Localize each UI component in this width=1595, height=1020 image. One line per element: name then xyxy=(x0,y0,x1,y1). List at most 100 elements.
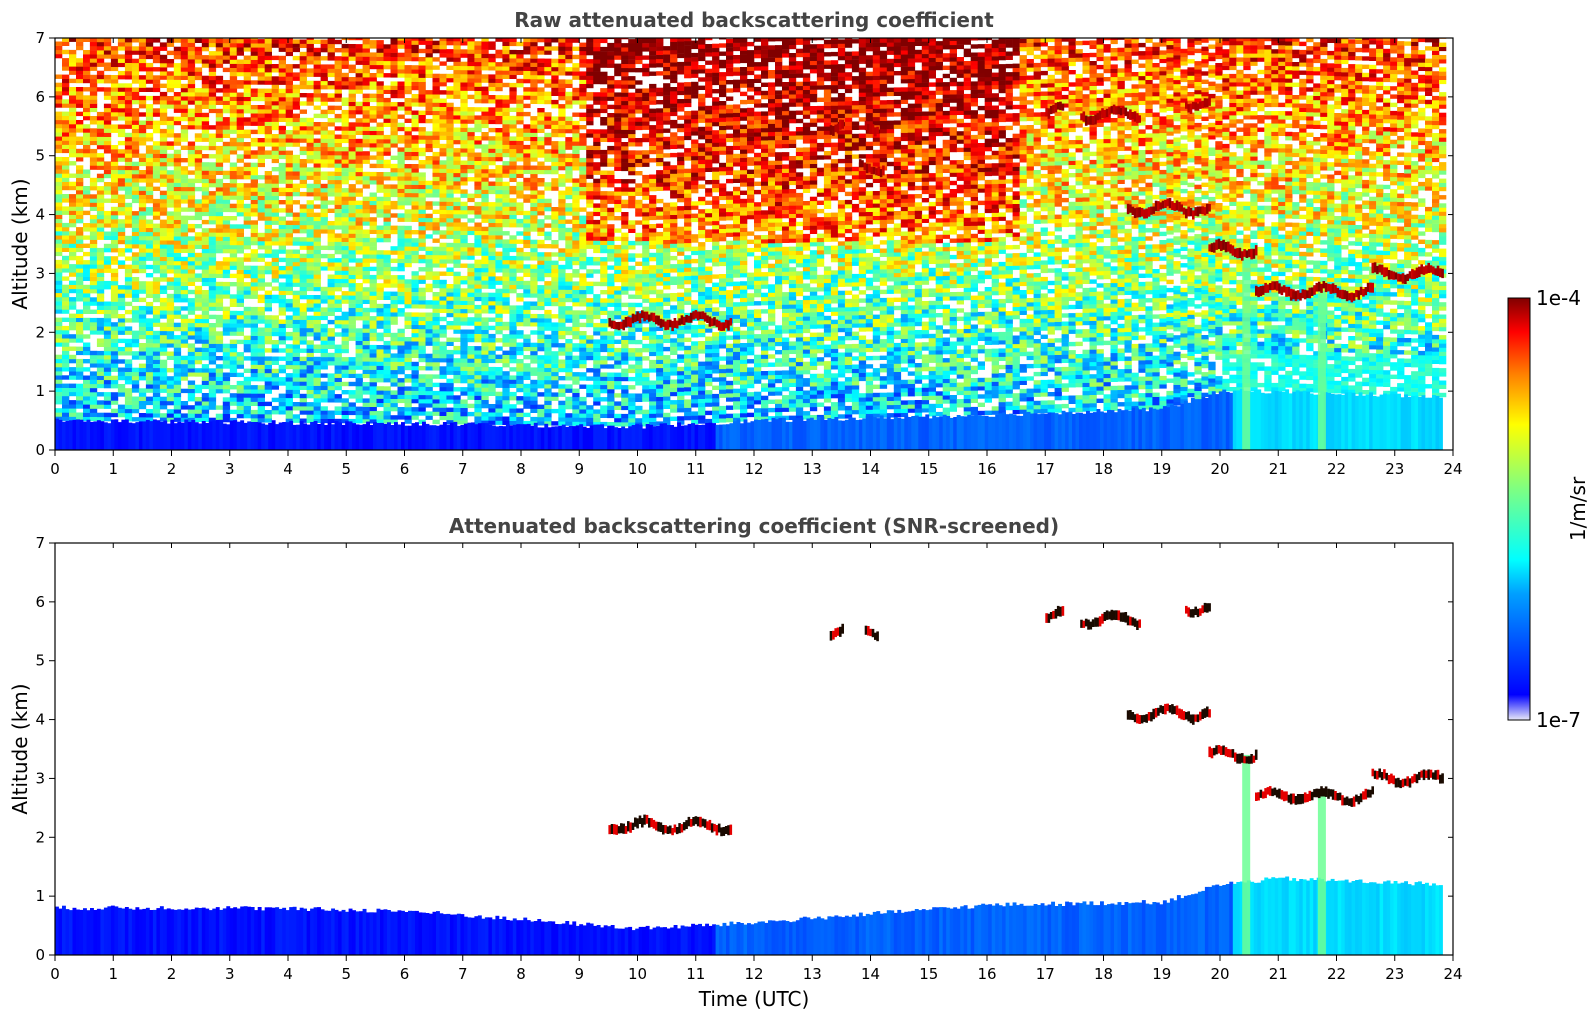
noise-cell xyxy=(173,108,182,113)
noise-cell xyxy=(117,289,126,294)
noise-cell xyxy=(404,250,412,255)
noise-cell xyxy=(348,109,356,115)
noise-cell xyxy=(264,368,272,374)
noise-cell xyxy=(418,135,426,140)
noise-cell xyxy=(362,279,370,284)
noise-cell xyxy=(222,203,231,208)
noise-cell xyxy=(236,195,244,200)
noise-cell xyxy=(62,375,70,380)
noise-cell xyxy=(306,56,314,61)
noise-cell xyxy=(103,169,112,175)
noise-cell xyxy=(222,154,231,159)
noise-cell xyxy=(173,285,182,290)
noise-cell xyxy=(432,119,440,124)
noise-cell xyxy=(495,276,503,281)
noise-cell xyxy=(69,239,77,244)
noise-cell xyxy=(369,155,377,160)
noise-cell xyxy=(152,95,161,101)
noise-cell xyxy=(110,161,119,166)
noise-cell xyxy=(264,133,272,139)
noise-cell xyxy=(229,331,238,336)
noise-cell xyxy=(138,112,147,117)
noise-cell xyxy=(62,111,70,116)
noise-cell xyxy=(390,81,398,86)
noise-cell xyxy=(369,324,377,329)
noise-cell xyxy=(152,367,161,373)
noise-cell xyxy=(285,64,293,69)
noise-cell xyxy=(306,97,314,102)
noise-cell xyxy=(292,352,300,357)
noise-cell xyxy=(229,232,238,237)
noise-cell xyxy=(250,311,258,316)
noise-cell xyxy=(117,260,126,265)
noise-cell xyxy=(96,128,105,133)
noise-cell xyxy=(278,55,286,61)
noise-cell xyxy=(439,98,447,103)
noise-cell xyxy=(355,163,363,168)
noise-cell xyxy=(460,144,468,149)
noise-cell xyxy=(215,286,224,291)
noise-cell xyxy=(159,137,168,142)
noise-cell xyxy=(62,169,70,174)
noise-cell xyxy=(306,270,314,275)
noise-cell xyxy=(481,152,489,157)
noise-cell xyxy=(502,284,510,290)
noise-cell xyxy=(313,93,321,98)
noise-cell xyxy=(124,301,133,307)
noise-cell xyxy=(215,137,224,142)
noise-cell xyxy=(201,347,210,352)
noise-cell xyxy=(481,346,489,351)
noise-cell xyxy=(124,120,133,125)
noise-cell xyxy=(166,297,175,303)
noise-cell xyxy=(404,209,412,214)
noise-cell xyxy=(159,322,168,327)
noise-cell xyxy=(418,390,426,396)
noise-cell xyxy=(418,394,426,400)
noise-cell xyxy=(481,280,489,285)
noise-cell xyxy=(474,140,482,145)
noise-cell xyxy=(55,247,63,252)
noise-cell xyxy=(117,305,126,311)
noise-cell xyxy=(313,278,321,283)
noise-cell xyxy=(89,186,98,191)
noise-cell xyxy=(488,127,496,133)
noise-cell xyxy=(292,299,300,304)
noise-cell xyxy=(404,56,412,62)
noise-cell xyxy=(138,363,147,368)
noise-cell xyxy=(502,276,510,281)
noise-cell xyxy=(432,156,440,161)
noise-cell xyxy=(404,155,412,161)
noise-cell xyxy=(411,258,419,264)
noise-cell xyxy=(117,140,126,146)
noise-cell xyxy=(474,251,482,256)
noise-cell xyxy=(103,41,112,47)
noise-cell xyxy=(474,391,482,396)
noise-cell xyxy=(222,150,231,155)
noise-cell xyxy=(152,120,161,125)
noise-cell xyxy=(397,38,405,41)
noise-cell xyxy=(383,172,391,177)
noise-cell xyxy=(446,213,454,219)
noise-cell xyxy=(264,401,272,407)
noise-cell xyxy=(103,392,112,397)
noise-cell xyxy=(89,284,98,290)
noise-cell xyxy=(243,47,251,52)
noise-cell xyxy=(110,338,119,343)
noise-cell xyxy=(404,402,412,408)
noise-cell xyxy=(83,148,91,154)
noise-cell xyxy=(166,260,175,266)
noise-cell xyxy=(201,314,210,320)
noise-cell xyxy=(138,252,147,257)
noise-cell xyxy=(383,233,391,239)
noise-cell xyxy=(257,72,265,77)
noise-cell xyxy=(243,356,251,361)
noise-cell xyxy=(96,326,105,331)
noise-cell xyxy=(131,277,140,282)
noise-cell xyxy=(194,96,203,101)
noise-cell xyxy=(306,60,314,65)
noise-cell xyxy=(264,232,272,238)
noise-cell xyxy=(390,200,398,206)
noise-cell xyxy=(145,310,154,315)
noise-cell xyxy=(69,38,77,42)
noise-cell xyxy=(348,159,356,164)
